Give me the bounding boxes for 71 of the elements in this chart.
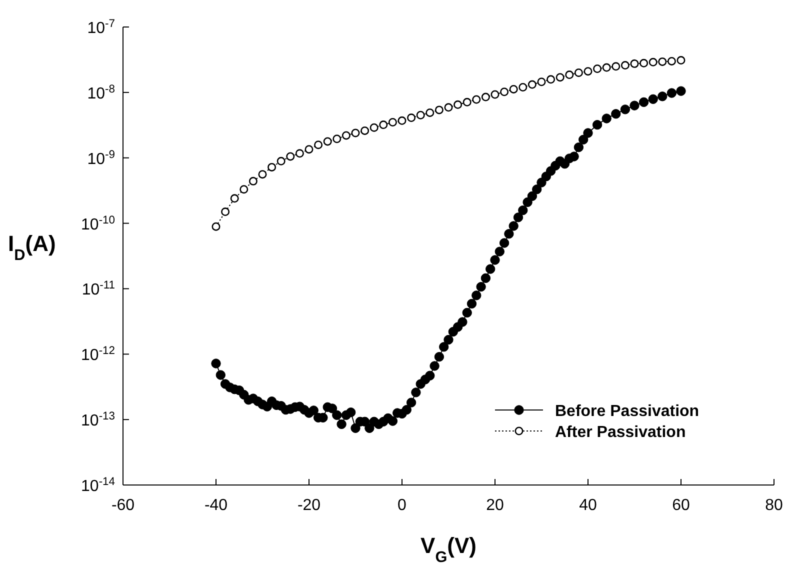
point bbox=[379, 120, 388, 130]
point bbox=[612, 62, 620, 71]
x-tick-label: 60 bbox=[672, 497, 690, 514]
point bbox=[509, 84, 518, 94]
point bbox=[676, 56, 686, 65]
point bbox=[426, 108, 434, 117]
point bbox=[388, 118, 397, 127]
point bbox=[528, 80, 536, 89]
x-tick-label: 0 bbox=[398, 497, 407, 514]
x-tick-label: -40 bbox=[204, 497, 228, 514]
point bbox=[565, 70, 574, 80]
point bbox=[537, 78, 546, 86]
point bbox=[398, 116, 406, 125]
point bbox=[240, 185, 248, 194]
x-tick-label: -20 bbox=[297, 497, 321, 514]
y-tick-label: 10$^{-10}$ bbox=[81, 214, 115, 234]
x-tick-label: 40 bbox=[579, 497, 597, 514]
y-tick-label: 10$^{-8}$ bbox=[87, 83, 115, 102]
point bbox=[584, 67, 592, 76]
point bbox=[481, 92, 490, 102]
point bbox=[314, 140, 323, 150]
point bbox=[370, 123, 378, 132]
point bbox=[620, 61, 630, 70]
point bbox=[342, 131, 350, 140]
point bbox=[286, 152, 295, 161]
point bbox=[602, 63, 611, 72]
point bbox=[351, 128, 360, 138]
point bbox=[500, 88, 509, 96]
point bbox=[667, 56, 676, 66]
y-axis-title: I$_{D}$(A) bbox=[8, 231, 56, 264]
point bbox=[258, 170, 267, 179]
point bbox=[212, 222, 220, 231]
x-tick-label: -60 bbox=[111, 497, 135, 514]
point bbox=[444, 103, 453, 112]
y-tick-label: 10$^{-12}$ bbox=[81, 345, 115, 364]
point bbox=[434, 106, 444, 114]
point bbox=[490, 90, 500, 99]
point bbox=[630, 59, 639, 68]
point bbox=[593, 64, 602, 74]
point bbox=[518, 83, 528, 92]
point bbox=[248, 176, 258, 186]
point bbox=[472, 95, 481, 104]
point bbox=[323, 137, 332, 146]
point bbox=[360, 126, 370, 135]
point bbox=[304, 145, 314, 154]
point bbox=[230, 194, 239, 203]
point bbox=[640, 58, 648, 68]
point bbox=[658, 57, 667, 66]
point bbox=[407, 114, 416, 122]
point bbox=[556, 73, 564, 82]
x-axis-title: V$_{G}$(V) bbox=[420, 533, 476, 566]
point bbox=[332, 134, 342, 144]
y-tick-label: 10$^{-14}$ bbox=[81, 476, 115, 495]
point bbox=[648, 58, 658, 66]
y-tick-label: 10$^{-9}$ bbox=[87, 148, 115, 168]
y-tick-label: 10$^{-13}$ bbox=[81, 410, 115, 430]
legend-label: Before Passivation bbox=[555, 403, 700, 420]
y-tick-label: 10$^{-11}$ bbox=[82, 280, 115, 299]
point bbox=[416, 110, 425, 120]
point bbox=[268, 162, 276, 172]
x-tick-label: 80 bbox=[765, 497, 783, 514]
point bbox=[295, 149, 304, 158]
y-tick-label: 10$^{-7}$ bbox=[87, 18, 115, 37]
point bbox=[454, 100, 462, 109]
point bbox=[462, 98, 472, 106]
point bbox=[276, 156, 286, 166]
point bbox=[546, 75, 556, 84]
point bbox=[574, 68, 583, 77]
legend-label: After Passivation bbox=[555, 424, 686, 441]
point bbox=[221, 208, 230, 216]
x-tick-label: 20 bbox=[486, 497, 504, 514]
